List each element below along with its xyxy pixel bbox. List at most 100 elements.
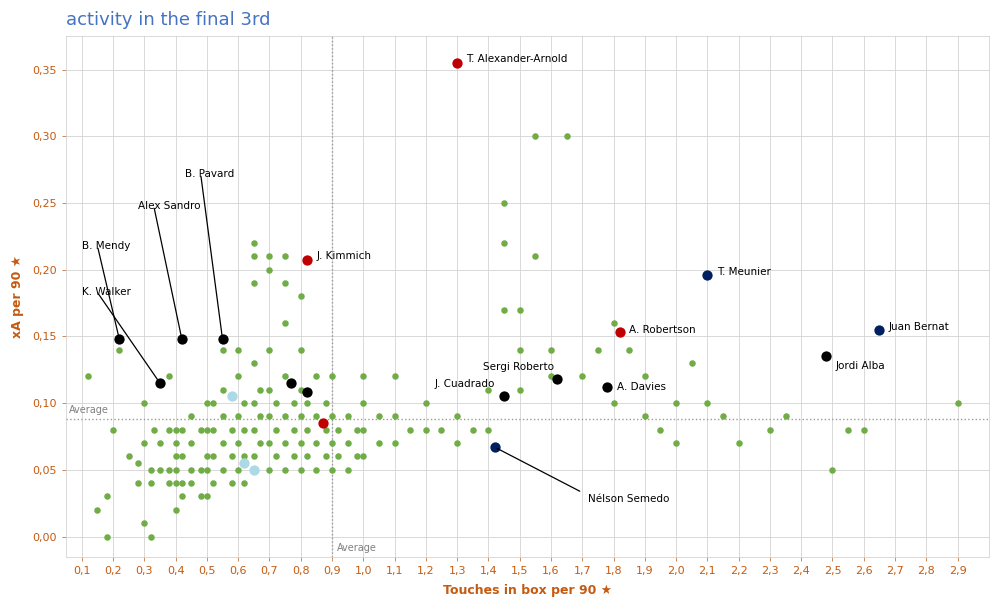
Point	[606, 318, 622, 328]
Point	[205, 425, 221, 435]
Point	[236, 458, 252, 468]
Point	[480, 385, 496, 395]
Point	[193, 465, 209, 475]
Point	[224, 425, 240, 435]
Point	[293, 291, 309, 301]
Point	[168, 452, 184, 461]
Point	[512, 305, 528, 314]
Point	[277, 438, 293, 448]
Point	[121, 452, 137, 461]
Point	[856, 425, 872, 435]
Text: Juan Bernat: Juan Bernat	[889, 322, 950, 332]
Point	[174, 334, 190, 344]
Point	[277, 371, 293, 381]
Point	[574, 371, 590, 381]
Point	[215, 345, 231, 354]
Point	[136, 398, 152, 408]
Point	[246, 398, 262, 408]
Point	[590, 345, 606, 354]
Point	[236, 452, 252, 461]
Point	[293, 385, 309, 395]
Point	[168, 505, 184, 515]
Point	[299, 387, 315, 397]
Point	[215, 334, 231, 344]
Point	[612, 328, 628, 337]
Point	[418, 398, 434, 408]
Point	[168, 465, 184, 475]
Point	[293, 345, 309, 354]
Point	[261, 265, 277, 275]
Point	[199, 492, 215, 502]
Point	[449, 412, 465, 421]
Point	[308, 465, 324, 475]
Point	[699, 398, 715, 408]
Point	[293, 438, 309, 448]
Point	[246, 358, 262, 368]
Point	[230, 412, 246, 421]
Point	[230, 345, 246, 354]
Point	[549, 375, 565, 384]
Point	[318, 398, 334, 408]
Point	[512, 345, 528, 354]
Point	[268, 398, 284, 408]
Point	[293, 465, 309, 475]
Point	[168, 438, 184, 448]
Point	[199, 452, 215, 461]
Text: K. Walker: K. Walker	[82, 288, 131, 297]
Point	[637, 371, 653, 381]
Point	[168, 478, 184, 488]
Point	[230, 465, 246, 475]
Point	[252, 385, 268, 395]
Point	[161, 371, 177, 381]
Point	[487, 442, 503, 452]
Point	[261, 385, 277, 395]
Point	[199, 465, 215, 475]
Point	[871, 325, 887, 334]
Point	[824, 465, 840, 475]
Point	[193, 492, 209, 502]
Point	[286, 398, 302, 408]
Point	[308, 371, 324, 381]
Point	[152, 378, 168, 388]
Point	[246, 425, 262, 435]
Point	[236, 425, 252, 435]
Point	[236, 398, 252, 408]
Point	[606, 398, 622, 408]
Point	[299, 452, 315, 461]
Text: J. Kimmich: J. Kimmich	[316, 251, 371, 261]
Point	[136, 438, 152, 448]
Point	[193, 425, 209, 435]
Point	[340, 465, 356, 475]
Point	[277, 465, 293, 475]
Point	[449, 58, 465, 67]
Point	[355, 398, 371, 408]
Point	[236, 478, 252, 488]
Point	[621, 345, 637, 354]
Point	[299, 425, 315, 435]
Point	[246, 465, 262, 475]
Point	[105, 425, 121, 435]
Point	[355, 452, 371, 461]
Point	[152, 438, 168, 448]
Point	[230, 371, 246, 381]
Point	[174, 452, 190, 461]
Point	[330, 452, 346, 461]
Text: Average: Average	[69, 405, 109, 415]
Point	[402, 425, 418, 435]
Point	[818, 351, 834, 361]
Point	[668, 398, 684, 408]
Point	[205, 398, 221, 408]
Point	[480, 425, 496, 435]
Point	[418, 425, 434, 435]
Point	[161, 465, 177, 475]
Point	[527, 252, 543, 261]
Point	[731, 438, 747, 448]
Point	[174, 425, 190, 435]
Point	[205, 452, 221, 461]
Point	[205, 478, 221, 488]
Point	[496, 238, 512, 248]
Point	[349, 452, 365, 461]
Point	[324, 412, 340, 421]
Point	[465, 425, 481, 435]
Point	[199, 398, 215, 408]
